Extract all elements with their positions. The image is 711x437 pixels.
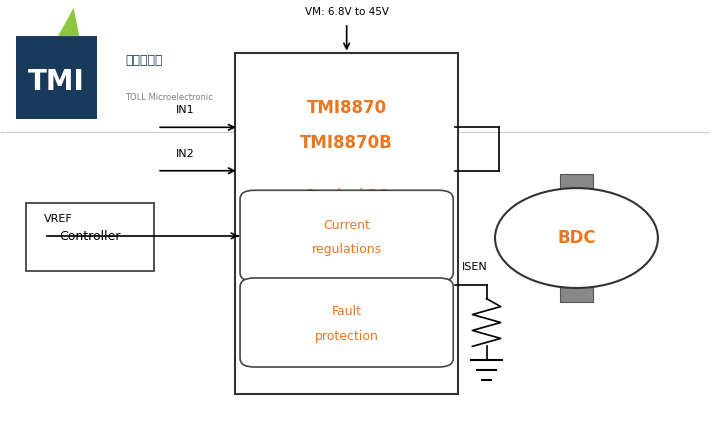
FancyBboxPatch shape <box>235 53 458 394</box>
FancyBboxPatch shape <box>26 203 154 271</box>
Polygon shape <box>58 8 80 36</box>
Text: BDC: BDC <box>557 229 596 247</box>
Text: Current: Current <box>324 218 370 232</box>
FancyBboxPatch shape <box>16 36 97 118</box>
Text: 拓尔微电子: 拓尔微电子 <box>125 53 163 66</box>
Text: TMI8870: TMI8870 <box>306 99 387 117</box>
Text: Motor Driver: Motor Driver <box>303 222 390 236</box>
Text: protection: protection <box>315 330 378 343</box>
Text: TOLL Microelectronic: TOLL Microelectronic <box>125 93 213 102</box>
Text: Brushed DC: Brushed DC <box>306 187 387 201</box>
Circle shape <box>495 188 658 288</box>
Bar <box>560 280 593 302</box>
Text: VM: 6.8V to 45V: VM: 6.8V to 45V <box>304 7 389 17</box>
FancyBboxPatch shape <box>240 190 453 281</box>
Text: VREF: VREF <box>44 214 73 224</box>
Text: Fault: Fault <box>331 305 362 318</box>
Text: regulations: regulations <box>311 243 382 256</box>
Text: IN2: IN2 <box>176 149 195 159</box>
Text: ISEN: ISEN <box>461 262 488 272</box>
Text: TMI: TMI <box>28 68 85 96</box>
Text: TMI8870B: TMI8870B <box>300 134 393 152</box>
Text: Controller: Controller <box>59 230 121 243</box>
Text: IN1: IN1 <box>176 105 195 115</box>
Bar <box>560 174 593 196</box>
FancyBboxPatch shape <box>240 278 453 367</box>
